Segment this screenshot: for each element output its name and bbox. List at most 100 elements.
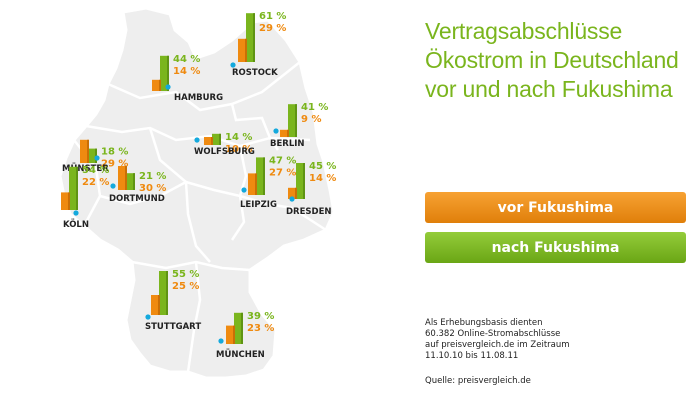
vor-value-label: 14 % — [309, 173, 336, 184]
city-group: 54 %22 % KÖLN — [61, 165, 109, 230]
title-line-3: vor und nach Fukushima — [425, 76, 673, 102]
city-label: LEIPZIG — [240, 200, 277, 210]
city-dot — [110, 183, 116, 189]
city-label: KÖLN — [63, 219, 89, 230]
vor-value-label: 30 % — [139, 183, 166, 194]
nach-bar — [88, 148, 97, 163]
nach-bar-shade — [166, 271, 168, 315]
nach-value-label: 47 % — [269, 155, 296, 166]
city-label: MÜNSTER — [62, 163, 109, 174]
vor-value-label: 22 % — [82, 177, 109, 188]
city-dot — [241, 187, 247, 193]
legend-vor-fukushima: vor Fukushima — [425, 192, 686, 223]
vor-bar — [280, 129, 289, 137]
city-dot — [94, 155, 100, 161]
state-border — [230, 145, 248, 241]
vor-bar — [152, 79, 161, 91]
city-dot — [165, 84, 171, 90]
vor-bar — [226, 325, 235, 344]
nach-bar-shade — [167, 55, 169, 91]
nach-bar-shade — [219, 133, 221, 145]
vor-value-label: 14 % — [173, 66, 200, 77]
vor-bar — [118, 166, 127, 190]
nach-value-label: 39 % — [247, 311, 274, 322]
germany-outline — [58, 6, 336, 380]
state-border — [186, 261, 202, 373]
vor-value-label: 23 % — [247, 323, 274, 334]
note-line-2: 60.382 Online-Stromabschlüsse — [425, 329, 561, 339]
nach-value-label: 54 % — [82, 165, 109, 176]
nach-bar — [246, 13, 255, 62]
nach-value-label: 14 % — [225, 132, 252, 143]
city-group: 61 %29 % ROSTOCK — [230, 11, 286, 78]
nach-bar — [288, 104, 297, 137]
city-group: 44 %14 % HAMBURG — [152, 54, 223, 103]
note-line-4: 11.10.10 bis 11.08.11 — [425, 351, 519, 361]
city-group: 39 %23 % MÜNCHEN — [216, 311, 274, 360]
nach-bar — [234, 312, 243, 344]
vor-bar — [80, 139, 89, 163]
vor-bar-shade — [287, 129, 289, 137]
vor-bar-shade — [158, 295, 160, 315]
state-border — [230, 103, 280, 151]
city-label: DRESDEN — [286, 207, 332, 217]
nach-bar — [296, 163, 305, 199]
nach-value-label: 45 % — [309, 161, 336, 172]
city-label: ROSTOCK — [232, 68, 278, 78]
nach-value-label: 18 % — [101, 147, 128, 158]
city-group: 41 %9 % BERLIN — [270, 102, 328, 149]
nach-bar-shade — [241, 312, 243, 344]
note-line-3: auf preisvergleich.de im Zeitraum — [425, 340, 570, 350]
state-border — [85, 124, 311, 148]
city-group: 21 %30 %DORTMUND — [109, 166, 166, 204]
vor-bar — [238, 38, 247, 62]
city-label: WOLFSBURG — [194, 147, 255, 157]
city-label: STUTTGART — [145, 322, 201, 332]
city-dot — [218, 338, 224, 344]
nach-value-label: 44 % — [173, 54, 200, 65]
city-label: HAMBURG — [174, 93, 223, 103]
vor-value-label: 29 % — [101, 159, 128, 170]
city-dot — [194, 137, 200, 143]
city-label: BERLIN — [270, 139, 305, 149]
nach-bar-shade — [263, 157, 265, 195]
vor-bar-shade — [68, 192, 70, 210]
vor-value-label: 10 % — [225, 144, 252, 155]
city-dot — [230, 62, 236, 68]
state-border — [148, 127, 211, 263]
vor-value-label: 29 % — [259, 23, 286, 34]
vor-bar-shade — [125, 166, 127, 190]
vor-value-label: 9 % — [301, 114, 321, 125]
vor-bar — [151, 295, 160, 315]
nach-bar-shade — [133, 173, 135, 190]
city-group: 18 %29 %MÜNSTER — [62, 139, 128, 174]
vor-value-label: 25 % — [172, 281, 199, 292]
nach-bar — [69, 166, 78, 210]
vor-bar-shade — [233, 325, 235, 344]
vor-bar-shade — [87, 139, 89, 163]
state-border — [107, 61, 301, 112]
nach-bar — [126, 173, 135, 190]
vor-bar — [204, 137, 213, 145]
nach-bar — [159, 271, 168, 315]
nach-value-label: 21 % — [139, 171, 166, 182]
vor-bar-shade — [159, 79, 161, 91]
state-border — [99, 180, 327, 232]
vor-bar-shade — [295, 187, 297, 199]
title-line-2: Ökostrom in Deutschland — [425, 47, 679, 73]
vor-bar — [288, 187, 297, 199]
vor-bar-shade — [211, 137, 213, 145]
city-group: 14 %10 %WOLFSBURG — [194, 132, 255, 157]
city-label: MÜNCHEN — [216, 349, 265, 360]
city-group: 55 %25 % STUTTGART — [145, 269, 201, 332]
note-line-1: Als Erhebungsbasis dienten — [425, 318, 543, 328]
legend-nach-fukushima: nach Fukushima — [425, 232, 686, 263]
nach-bar — [256, 157, 265, 195]
title-line-1: Vertragsabschlüsse — [425, 18, 623, 44]
city-label: DORTMUND — [109, 194, 165, 204]
nach-bar — [212, 133, 221, 145]
vor-bar-shade — [245, 38, 247, 62]
nach-bar-shade — [253, 13, 255, 62]
